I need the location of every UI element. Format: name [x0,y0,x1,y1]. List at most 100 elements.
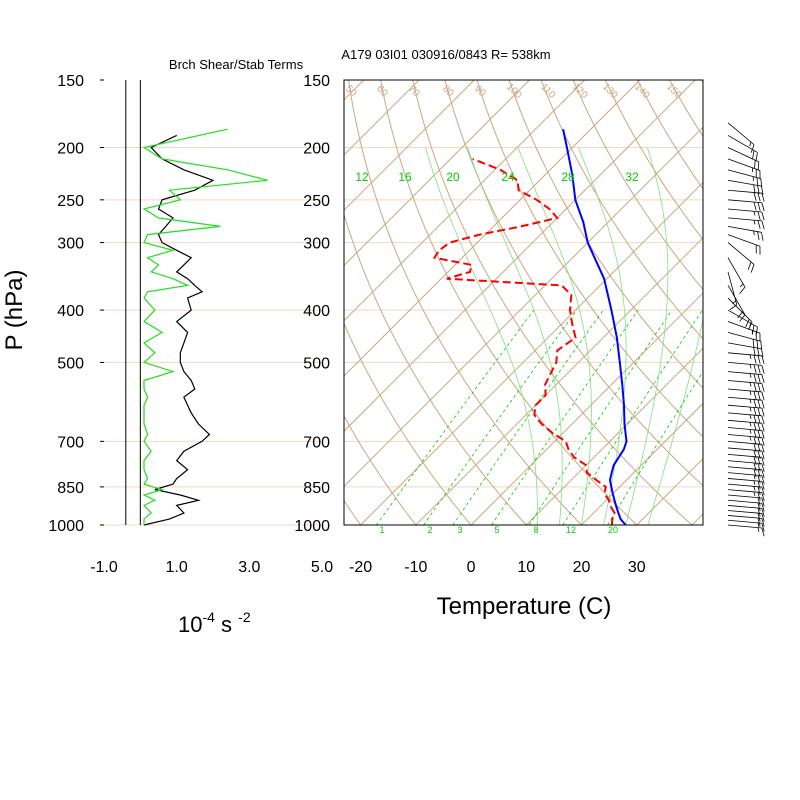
left-y-tick-label: 500 [57,355,84,372]
wind-barb [727,362,765,374]
left-y-tick-label: 1000 [48,518,84,535]
wind-barb-flag [753,347,756,356]
wind-barb-half [739,283,744,288]
wind-barb-half [749,406,752,412]
wind-barb-flag [753,456,757,465]
wind-barb-half [749,429,752,434]
wind-barb-flag [757,415,761,424]
wind-barb-shaft [727,147,759,163]
wind-barb [727,453,765,466]
wind-barb-flag [757,492,761,501]
isotherm-line [691,513,703,525]
mixing-ratio-line [528,309,673,525]
wind-barb-flag [761,481,765,490]
wind-barb-flag [757,480,761,490]
wind-barb-flag [753,364,757,374]
wind-barb-shaft [727,169,761,180]
left-y-tick-label: 300 [57,236,84,253]
left-x-axis-label: 10-4 s -2 [178,609,251,637]
wind-barb [727,342,764,358]
wind-barb-flag [761,232,764,241]
wind-barb-flag [761,469,765,479]
wind-barb-shaft [727,285,746,316]
wind-barb-shaft [727,122,755,145]
wind-barb-flag [753,391,757,400]
isotherm-line [344,80,641,377]
moist-adiabat-line [625,147,669,525]
wind-barb-flag [757,512,761,522]
mixing-ratio-bottom-label: 2 [427,525,432,535]
wind-barb-flag [753,415,757,424]
dry-adiabat-label: 90 [472,83,488,99]
dry-adiabat-line [347,80,583,525]
wind-barb-flag [753,443,757,452]
wind-barb-shaft [727,257,746,288]
wind-barb [727,234,761,255]
dry-adiabat-line [540,80,703,340]
dry-adiabat-line [787,64,800,537]
wind-barb-shaft [727,434,762,438]
wind-barb-flag [757,391,761,400]
left-y-tick-label: 150 [57,73,84,90]
left-x-tick-label: 5.0 [311,559,333,576]
wind-barb-shaft [727,371,762,375]
y-axis-label: P (hPa) [1,270,28,351]
wind-barb-shaft [727,352,762,357]
dry-adiabat-label: 80 [440,83,456,99]
wind-barb-flag [753,436,757,446]
left-y-tick-label: 400 [57,303,84,320]
left-y-tick-label: 700 [57,434,84,451]
mixing-ratio-line [562,309,703,525]
wind-barb-flag [755,327,758,336]
left-x-tick-label: 3.0 [238,559,260,576]
temperature-profile [562,128,628,525]
wind-barb-flag [747,261,752,271]
wind-barb-half [749,422,752,427]
dry-adiabat-line [380,80,638,525]
wind-barb [727,169,763,188]
wind-barb-flag [757,517,761,527]
dry-adiabat-line [344,415,417,525]
wind-barb [727,199,765,212]
left-x-tick-label: 1.0 [166,559,188,576]
wind-barb-shaft [727,510,762,514]
wind-barb-flag [753,450,757,459]
wind-barb-flag [750,264,755,273]
wind-barb-flag [761,518,765,527]
wind-barb [727,147,760,171]
wind-barb [727,332,763,350]
wind-barb [727,466,765,479]
wind-barb-flag [757,202,761,211]
wind-barb [727,505,765,517]
wind-barb-shaft [727,199,762,204]
skew-y-tick-label: 150 [303,73,330,90]
wind-barb-flag [757,374,761,383]
wind-barb-flag [753,407,757,416]
wind-barb-flag [753,354,757,364]
wind-barb [727,412,765,425]
wind-barb-shaft [727,226,762,233]
left-y-tick-label: 850 [57,480,84,497]
wind-barb-half [749,414,752,420]
wind-barb-shaft [727,499,762,504]
wind-barb [727,460,765,472]
skew-y-tick-label: 500 [303,355,330,372]
wind-barb [727,396,765,409]
dry-adiabat-line [344,499,362,525]
wind-barb-half [749,373,752,378]
right-x-axis-label: Temperature (C) [437,593,612,620]
wind-barb-shaft [727,297,753,323]
wind-barb [727,447,765,460]
wind-barb-flag [757,407,761,417]
wind-barb [727,371,765,383]
mixing-ratio-bottom-label: 8 [533,525,538,535]
wind-barb-half [753,486,756,491]
isotherm-line [415,237,703,525]
mixing-ratio-bottom-label: 3 [457,525,462,535]
moist-adiabat-line [517,147,592,525]
wind-barb-column [727,122,765,537]
wind-barb [727,257,746,295]
mixing-ratio-bottom-label: 1 [379,525,384,535]
wind-barb-flag [757,211,761,220]
